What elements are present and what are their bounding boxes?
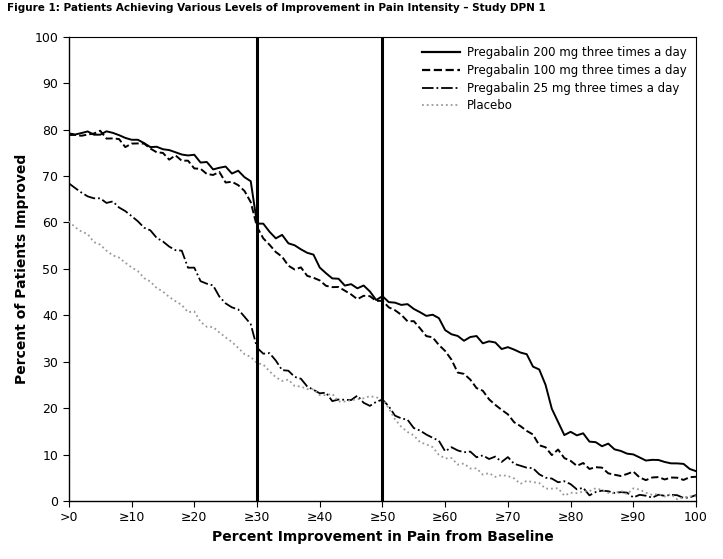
- Legend: Pregabalin 200 mg three times a day, Pregabalin 100 mg three times a day, Pregab: Pregabalin 200 mg three times a day, Pre…: [419, 42, 690, 116]
- X-axis label: Percent Improvement in Pain from Baseline: Percent Improvement in Pain from Baselin…: [212, 530, 553, 544]
- Text: Figure 1: Patients Achieving Various Levels of Improvement in Pain Intensity – S: Figure 1: Patients Achieving Various Lev…: [7, 3, 546, 13]
- Y-axis label: Percent of Patients Improved: Percent of Patients Improved: [15, 154, 29, 384]
